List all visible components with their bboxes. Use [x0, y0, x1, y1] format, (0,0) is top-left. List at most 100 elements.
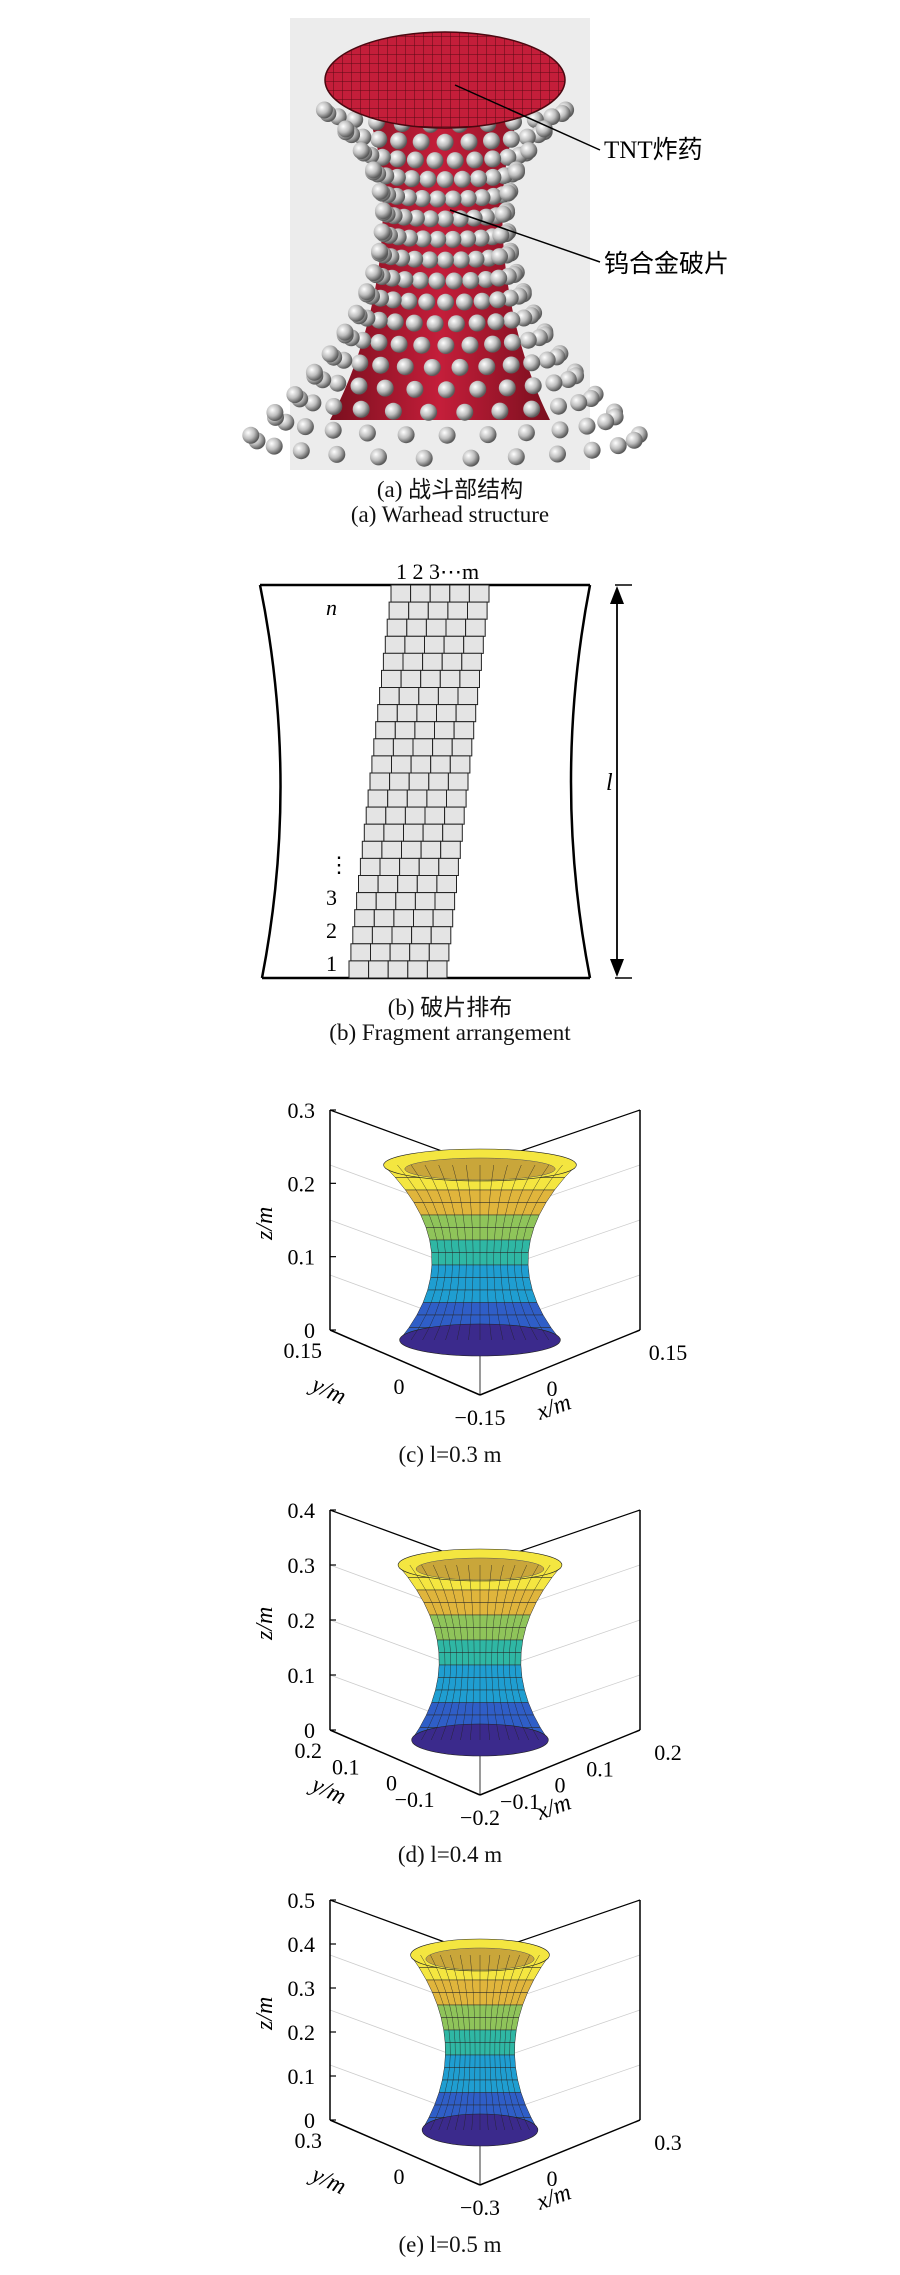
- fragment-ball: [549, 445, 566, 463]
- z-tick-label: 0.1: [288, 1245, 316, 1270]
- fragment-ball: [468, 314, 486, 332]
- fragment-cell: [375, 721, 396, 740]
- fragment-ball: [403, 170, 421, 188]
- mesh-line: [452, 1164, 467, 1341]
- mesh-line: [438, 1164, 460, 1341]
- fragment-cell: [391, 755, 412, 774]
- fragment-cell: [420, 840, 442, 859]
- fragment-cell: [449, 584, 470, 603]
- fragment-ball: [484, 150, 502, 168]
- fragment-ball: [412, 133, 430, 151]
- panel-a: TNT炸药 钨合金破片 (a) 战斗部结构 (a) Warhead struct…: [0, 0, 900, 535]
- mesh-line: [520, 1164, 563, 1341]
- fragment-ball: [492, 226, 510, 244]
- fragment-cell: [400, 669, 422, 689]
- fragment-ball: [490, 269, 508, 287]
- fragment-cell: [384, 635, 406, 654]
- fragment-cell: [455, 704, 477, 723]
- fragment-cell: [409, 943, 430, 962]
- fragment-ball: [352, 142, 370, 160]
- fragment-cell: [432, 909, 454, 928]
- x-tick-label: 0: [547, 2166, 558, 2191]
- fragment-cell: [430, 926, 452, 945]
- mesh-line: [456, 1564, 469, 1741]
- fragment-cell: [367, 789, 389, 808]
- fragment-cell: [392, 738, 414, 757]
- fragment-cell: [408, 601, 429, 620]
- fragment-ball: [421, 251, 439, 269]
- fragment-ball: [507, 448, 525, 466]
- fragment-ball: [390, 335, 408, 353]
- mesh-line: [397, 1164, 440, 1341]
- fragment-cell: [394, 721, 416, 740]
- mesh-line: [514, 1164, 550, 1341]
- fragment-cell: [381, 669, 402, 689]
- fragment-cell: [361, 840, 383, 859]
- fragment-ball: [406, 151, 424, 169]
- fragment-cell: [414, 721, 435, 740]
- fragment-ball: [484, 168, 502, 186]
- mesh-line: [491, 1564, 504, 1741]
- fragment-cell: [441, 652, 463, 671]
- dim-arrow-head-bottom: [610, 959, 624, 977]
- x-tick-label: 0.2: [654, 1740, 682, 1765]
- panel-d: 0.4 0.3 0.2 0.1 0 z/m 0.2 0.1 0 −0.1 y/m −0.2 −0.1 0 0…: [0, 1490, 900, 1890]
- fragment-cell: [412, 738, 434, 757]
- fragment-ball: [384, 402, 402, 420]
- fragment-cell: [397, 875, 418, 894]
- mesh-line: [469, 1954, 476, 2131]
- z-axis-label: z/m: [252, 1997, 278, 2031]
- x-tick-label: 0.15: [649, 1340, 688, 1365]
- fragment-ball: [321, 345, 339, 363]
- z-tick-label: 0.2: [288, 1608, 316, 1633]
- fragment-ball: [455, 293, 473, 311]
- y-tick-label: −0.1: [395, 1787, 435, 1812]
- fragment-cell: [427, 601, 449, 620]
- fragment-cell: [440, 840, 461, 859]
- fragment-ball: [578, 417, 596, 435]
- fragment-cell: [468, 584, 490, 603]
- fragment-cell: [408, 772, 430, 791]
- z-axis-label: z/m: [252, 1607, 278, 1641]
- fragment-ball: [503, 333, 521, 351]
- fragment-ball: [445, 272, 463, 290]
- panel-b: l 1 2 3⋯m n ⋮ 3 2 1 (b) 破片排布 (b) Fragmen…: [0, 550, 900, 1090]
- fragment-cell: [463, 635, 484, 654]
- fragment-cell: [379, 687, 400, 706]
- fragment-ball: [411, 272, 429, 289]
- fragment-ball: [286, 386, 304, 404]
- fragment-ball: [315, 101, 333, 119]
- y-tick-label: 0: [394, 1374, 405, 1399]
- row-label-n: n: [326, 595, 337, 620]
- fragment-cell: [403, 823, 424, 842]
- fragment-ball: [296, 418, 314, 436]
- fragment-ball: [538, 351, 556, 369]
- mesh-line: [486, 1164, 494, 1341]
- fragment-ball: [374, 202, 392, 220]
- fragment-ball: [459, 190, 477, 207]
- fragment-ball: [351, 354, 369, 372]
- mesh-line: [440, 1954, 461, 2131]
- z-axis-label: z/m: [252, 1207, 278, 1241]
- fragment-ball: [324, 421, 342, 439]
- fragment-ball: [494, 205, 512, 223]
- fragment-ball: [518, 128, 536, 146]
- fragment-cell: [420, 669, 441, 689]
- fragment-cell: [358, 875, 379, 894]
- panel-a-caption-cn: (a) 战斗部结构: [376, 477, 524, 502]
- fragment-ball: [428, 272, 446, 290]
- row-label-1: 1: [326, 951, 337, 976]
- fragment-ball: [419, 170, 437, 188]
- fragment-cell: [416, 704, 437, 723]
- fragment-ball: [371, 182, 389, 200]
- fragment-ball: [406, 250, 424, 268]
- fragment-cell: [402, 652, 424, 671]
- fragment-cell: [414, 892, 436, 911]
- fragment-cell: [453, 721, 475, 740]
- fragment-ball: [460, 133, 478, 151]
- axis-box-bottom-edge: [479, 1729, 641, 1796]
- fragment-ball: [609, 437, 627, 455]
- x-tick-label: −0.2: [460, 1805, 500, 1830]
- fragment-cell: [447, 601, 468, 620]
- fragment-ball: [352, 400, 370, 418]
